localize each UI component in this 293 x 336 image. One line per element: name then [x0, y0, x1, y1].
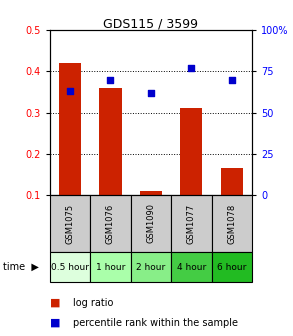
Point	[189, 66, 194, 71]
Bar	[131, 195, 171, 252]
Bar	[221, 168, 243, 236]
Text: time  ▶: time ▶	[3, 262, 39, 272]
Bar	[180, 109, 202, 236]
Text: 6 hour: 6 hour	[217, 263, 246, 271]
Bar	[212, 195, 252, 252]
Text: GSM1075: GSM1075	[66, 203, 74, 244]
Text: GSM1077: GSM1077	[187, 203, 196, 244]
Text: GSM1076: GSM1076	[106, 203, 115, 244]
Text: ■: ■	[50, 318, 60, 328]
Bar	[50, 252, 90, 282]
Text: 4 hour: 4 hour	[177, 263, 206, 271]
Text: 2 hour: 2 hour	[136, 263, 166, 271]
Bar	[90, 195, 131, 252]
Text: GSM1090: GSM1090	[146, 203, 155, 244]
Bar	[90, 252, 131, 282]
Text: ■: ■	[50, 298, 60, 308]
Text: percentile rank within the sample: percentile rank within the sample	[73, 318, 238, 328]
Bar	[131, 252, 171, 282]
Point	[149, 90, 153, 95]
Title: GDS115 / 3599: GDS115 / 3599	[103, 17, 198, 30]
Bar	[171, 252, 212, 282]
Text: 0.5 hour: 0.5 hour	[51, 263, 89, 271]
Point	[229, 77, 234, 82]
Bar	[171, 195, 212, 252]
Bar	[59, 63, 81, 236]
Bar	[99, 88, 122, 236]
Bar	[50, 195, 90, 252]
Text: log ratio: log ratio	[73, 298, 114, 308]
Text: GSM1078: GSM1078	[227, 203, 236, 244]
Bar	[140, 191, 162, 236]
Bar	[212, 252, 252, 282]
Point	[68, 88, 72, 94]
Text: 1 hour: 1 hour	[96, 263, 125, 271]
Point	[108, 77, 113, 82]
